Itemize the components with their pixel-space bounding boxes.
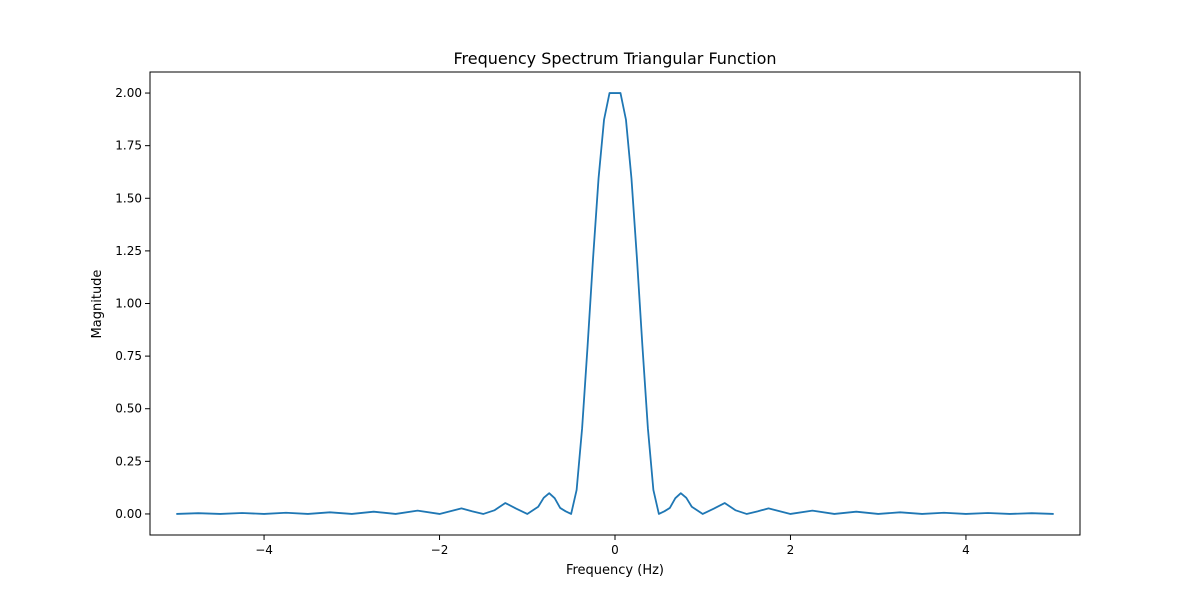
plot-area [176, 92, 1054, 515]
y-tick-label: 1.50 [115, 191, 142, 205]
x-tick-label: 2 [787, 543, 795, 557]
x-tick-label: −4 [255, 543, 273, 557]
y-tick-label: 2.00 [115, 86, 142, 100]
y-tick-label: 0.25 [115, 454, 142, 468]
y-tick-label: 1.75 [115, 139, 142, 153]
x-axis-ticks: −4 −2 0 2 4 [255, 535, 970, 557]
axes-frame [149, 71, 1081, 536]
y-axis-ticks: 0.00 0.25 0.50 0.75 1.00 1.25 1.50 1.75 2.00 [115, 86, 150, 521]
series-line-0 [176, 92, 1054, 515]
y-tick-label: 1.25 [115, 244, 142, 258]
x-tick-label: 4 [962, 543, 970, 557]
y-axis-label: Magnitude [90, 270, 105, 339]
y-tick-label: 0.75 [115, 349, 142, 363]
x-axis-label: Frequency (Hz) [566, 563, 664, 578]
y-tick-label: 0.50 [115, 402, 142, 416]
x-tick-label: 0 [611, 543, 619, 557]
y-tick-label: 0.00 [115, 507, 142, 521]
y-tick-label: 1.00 [115, 297, 142, 311]
x-tick-label: −2 [431, 543, 449, 557]
chart-title: Frequency Spectrum Triangular Function [453, 49, 776, 68]
